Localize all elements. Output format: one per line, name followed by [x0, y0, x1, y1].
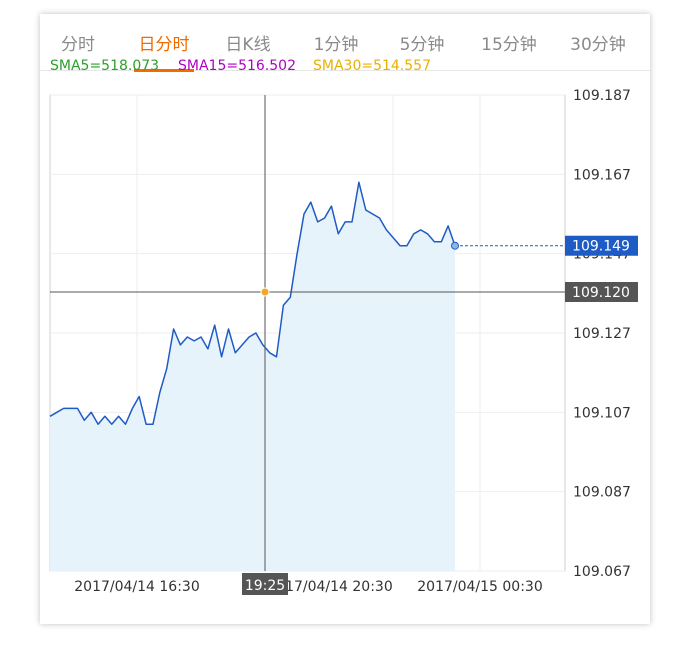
tab-label: 30分钟: [570, 35, 626, 55]
tab-label: 1分钟: [313, 35, 359, 55]
tab-label: 日分时: [138, 35, 190, 55]
crosshair-value-label: 109.120: [572, 285, 630, 301]
y-tick-label: 109.087: [573, 485, 631, 501]
x-tick-label: 2017/04/14 20:30: [267, 579, 393, 595]
price-line: [49, 181, 456, 425]
sma15-indicator: SMA15=516.502: [178, 58, 296, 74]
sma5-indicator: SMA5=518.073: [50, 58, 160, 74]
tab-label: 分时: [61, 35, 95, 55]
tab-30min[interactable]: 30分钟: [560, 14, 636, 70]
y-tick-label: 109.107: [573, 405, 631, 421]
last-point-marker: [451, 241, 459, 250]
current-price-label: 109.149: [572, 239, 630, 255]
crosshair-point: [260, 287, 270, 297]
tab-label: 5分钟: [399, 35, 445, 55]
tab-15min[interactable]: 15分钟: [472, 14, 546, 70]
x-tick-label: 2017/04/15 00:30: [417, 579, 543, 595]
tab-5min[interactable]: 5分钟: [390, 14, 454, 70]
current-price-badge: [565, 235, 638, 256]
price-area: [50, 182, 455, 572]
tab-ri-kline[interactable]: 日K线: [218, 14, 278, 70]
tab-label: 日K线: [225, 35, 271, 55]
tab-ri-fenshi[interactable]: 日分时: [134, 14, 194, 72]
timeframe-tabs: 分时 日分时 日K线 1分钟 5分钟 15分钟 30分钟: [40, 14, 650, 72]
crosshair-time-badge: [242, 573, 288, 595]
active-tab-indicator: [134, 69, 194, 72]
tab-fenshi[interactable]: 分时: [48, 14, 108, 70]
y-tick-label: 109.127: [573, 326, 631, 342]
y-tick-label: 109.167: [573, 167, 631, 183]
crosshair-value-badge: [565, 282, 638, 302]
tab-label: 15分钟: [481, 35, 537, 55]
x-tick-label: 2017/04/14 16:30: [74, 579, 200, 595]
y-tick-label: 109.067: [573, 564, 631, 580]
crosshair-time-label: 19:25: [245, 578, 285, 594]
y-tick-label: 109.187: [573, 88, 631, 104]
tab-1min[interactable]: 1分钟: [304, 14, 368, 70]
sma30-indicator: SMA30=514.557: [313, 58, 431, 74]
